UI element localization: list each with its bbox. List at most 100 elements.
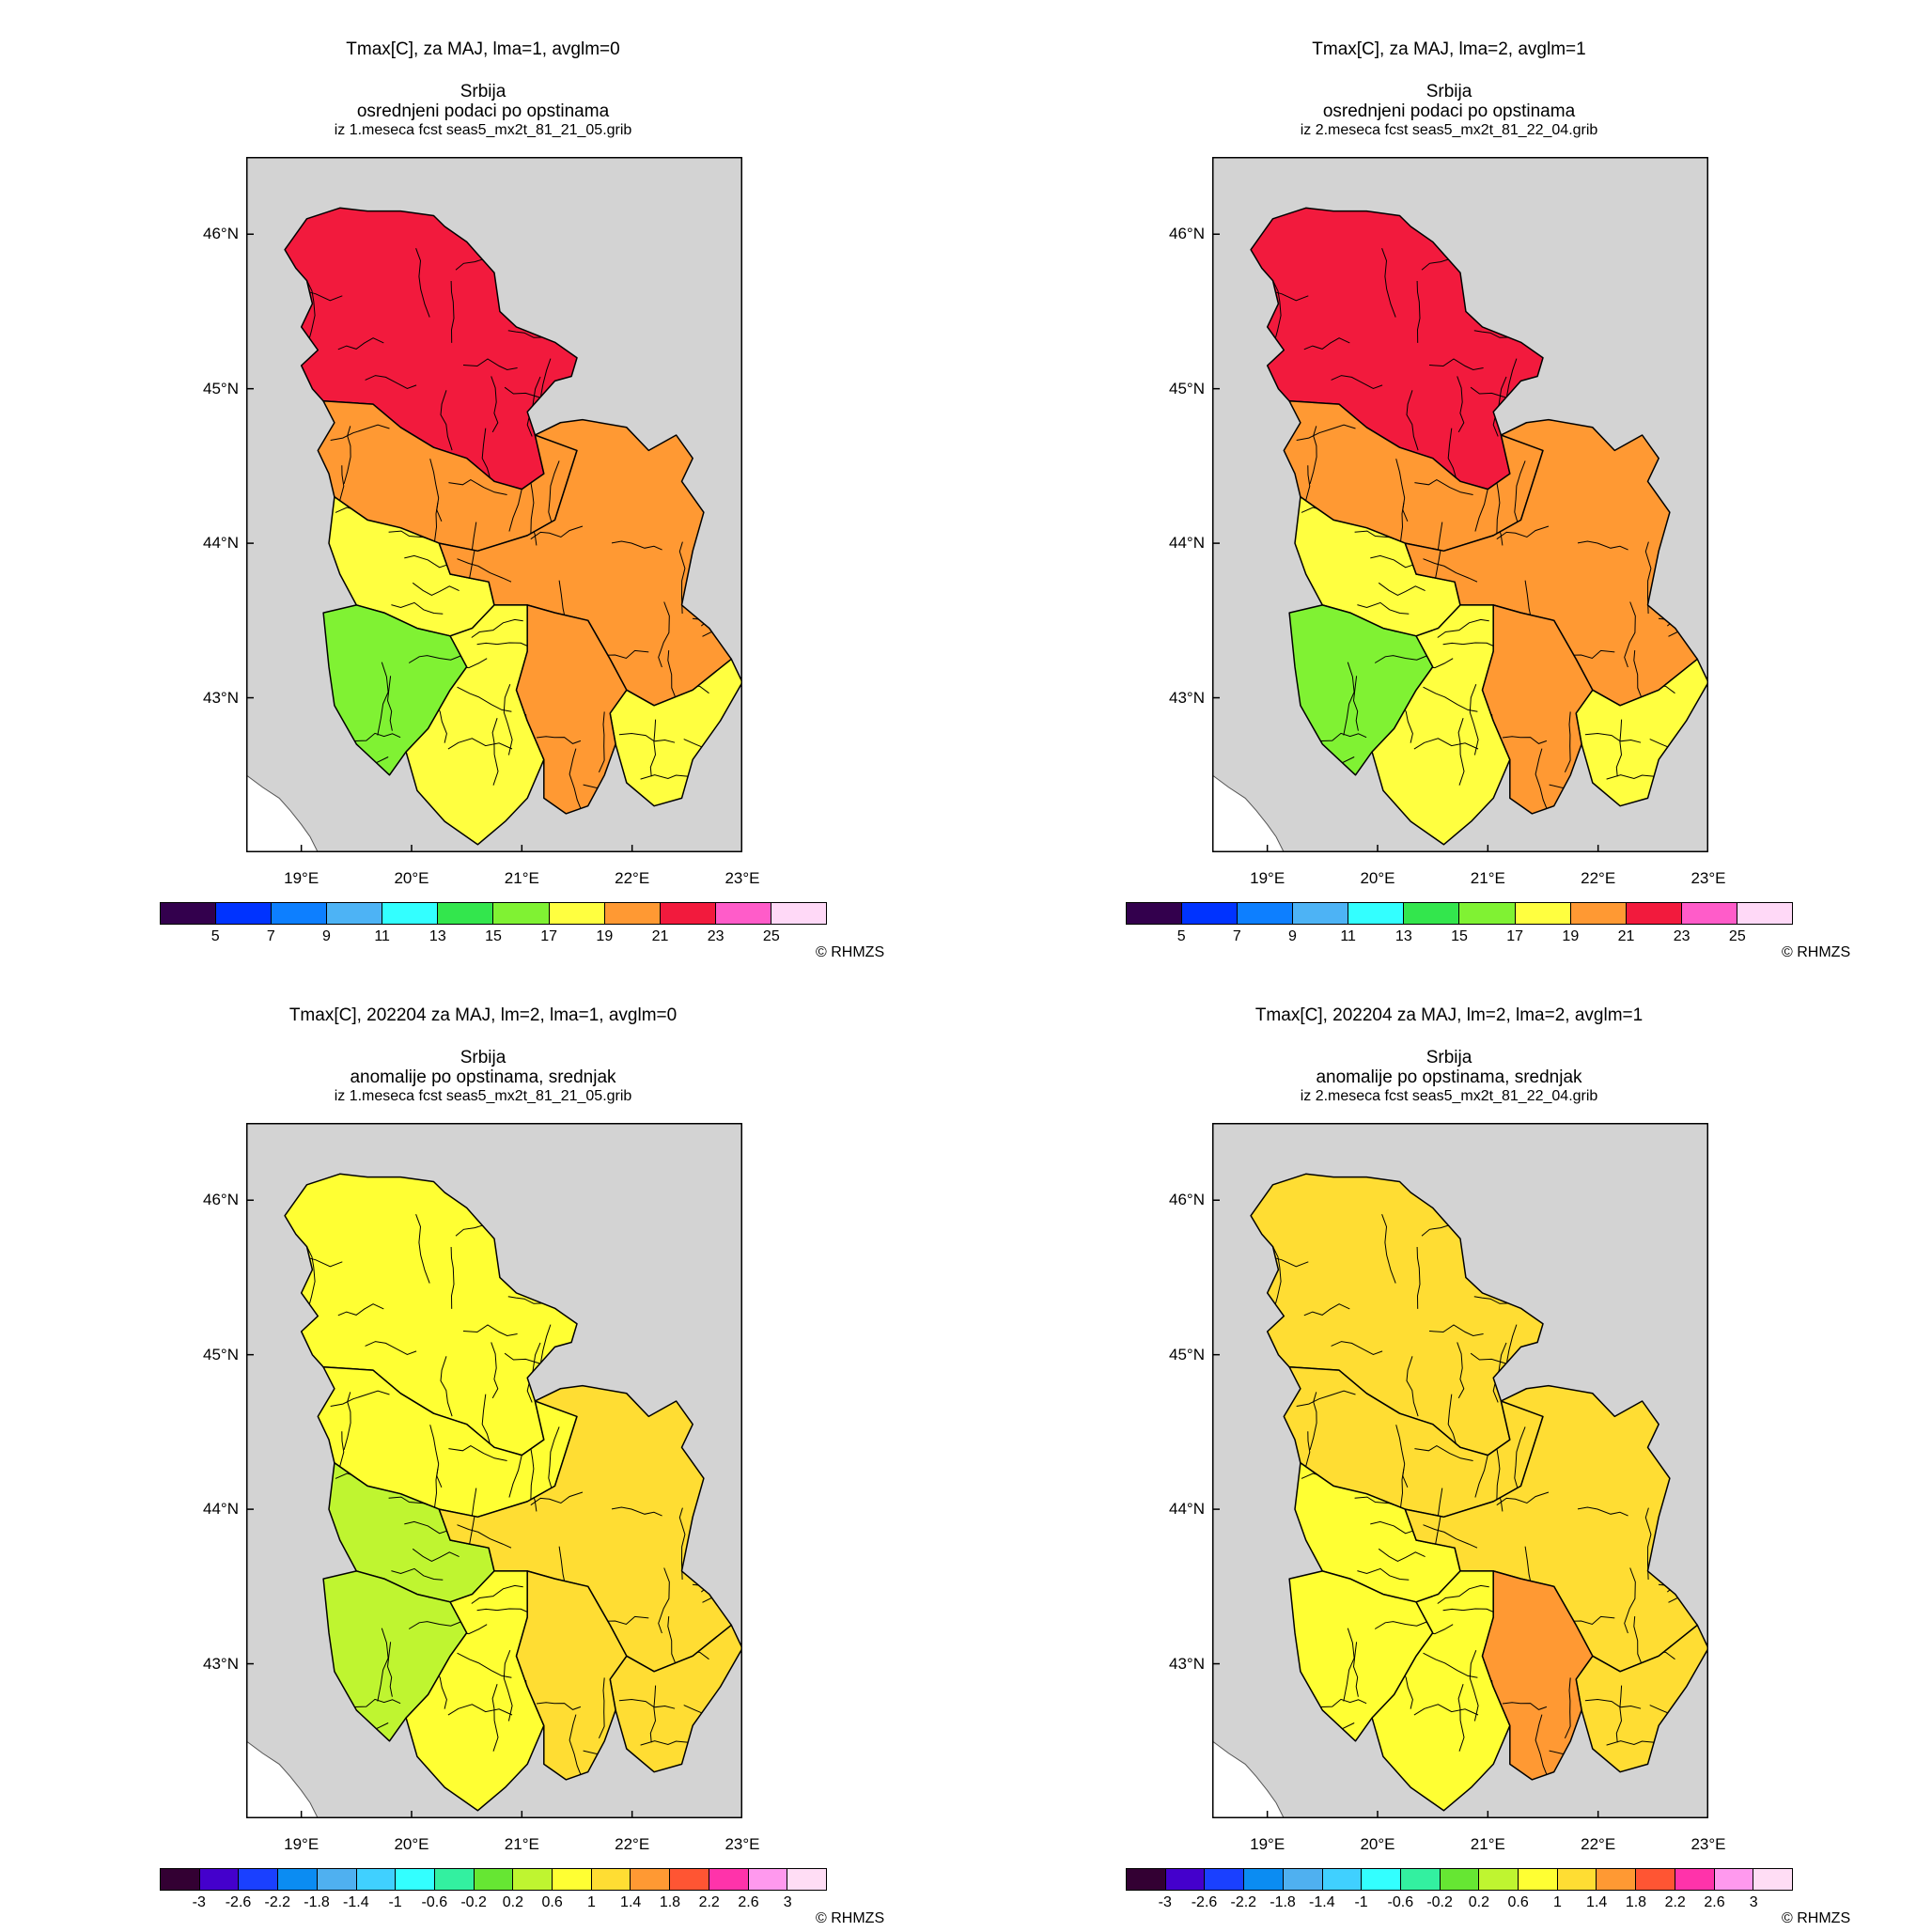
colorbar-swatch — [199, 1869, 240, 1890]
colorbar-swatch — [1127, 903, 1183, 924]
panel-subtitle-2: osrednjeni podaci po opstinama — [1322, 101, 1576, 121]
panel-title: Tmax[C], za MAJ, lma=1, avglm=0 — [346, 39, 620, 59]
lat-label: 45°N — [1169, 1345, 1205, 1363]
colorbar-label: -1.4 — [1309, 1894, 1335, 1910]
region-south — [1371, 604, 1511, 846]
colorbar-swatch — [709, 1869, 749, 1890]
colorbar-swatch — [1127, 1869, 1166, 1890]
colorbar-swatch — [161, 903, 217, 924]
credit-text: © RHMZS — [816, 944, 885, 960]
adriatic-sea — [246, 1740, 319, 1818]
colorbar-label: 21 — [651, 928, 669, 944]
colorbar-label: -1 — [1354, 1894, 1368, 1910]
colorbar-label: 23 — [1673, 928, 1690, 944]
colorbar-swatch — [1165, 1869, 1206, 1890]
lat-label: 43°N — [1169, 1654, 1205, 1673]
colorbar-label: 2.2 — [1664, 1894, 1686, 1910]
colorbar-swatch — [549, 903, 605, 924]
colorbar-label: 1 — [586, 1894, 596, 1910]
region-southcenter — [1481, 1570, 1594, 1781]
colorbar-swatch — [748, 1869, 788, 1890]
lon-label: 22°E — [615, 869, 650, 887]
map-area — [246, 157, 742, 852]
colorbar-label: 0.6 — [541, 1894, 563, 1910]
colorbar — [1126, 1868, 1793, 1891]
colorbar-label: -0.2 — [1426, 1894, 1453, 1910]
colorbar-label: -1 — [388, 1894, 402, 1910]
panel-subtitle: Srbija — [460, 1048, 506, 1067]
serbia-map — [1212, 157, 1708, 852]
colorbar-label: 19 — [1562, 928, 1580, 944]
adriatic-sea — [1212, 774, 1285, 852]
colorbar-label: 1 — [1552, 1894, 1562, 1910]
colorbar — [160, 902, 827, 925]
serbia-map — [1212, 1123, 1708, 1818]
colorbar-label: 3 — [1749, 1894, 1758, 1910]
colorbar-swatch — [670, 1869, 709, 1890]
map-area — [246, 1123, 742, 1818]
lon-label: 21°E — [1470, 1835, 1505, 1853]
lat-label: 44°N — [1169, 1500, 1205, 1519]
map-frame — [246, 157, 742, 852]
panel-title: Tmax[C], 202204 za MAJ, lm=2, lma=2, avg… — [1254, 1005, 1644, 1025]
lat-label: 46°N — [1169, 1191, 1205, 1209]
colorbar-swatch — [787, 1869, 826, 1890]
adriatic-sea — [246, 774, 319, 852]
lat-label: 45°N — [203, 1345, 239, 1363]
lon-label: 21°E — [1470, 869, 1505, 887]
region-southcenter — [515, 1570, 628, 1781]
colorbar-swatch — [1400, 1869, 1441, 1890]
lon-label: 19°E — [284, 1835, 319, 1853]
map-frame — [1212, 1123, 1708, 1818]
municipality-borders — [1296, 1390, 1526, 1518]
colorbar-label: 17 — [540, 928, 558, 944]
lat-label: 43°N — [203, 1654, 239, 1673]
colorbar-label: 2.2 — [698, 1894, 720, 1910]
region-south — [405, 1570, 545, 1812]
colorbar-label: 7 — [1232, 928, 1241, 944]
colorbar-label: -1.4 — [343, 1894, 369, 1910]
colorbar-swatch — [1440, 1869, 1480, 1890]
panel-subtitle-3: iz 1.meseca fcst seas5_mx2t_81_21_05.gri… — [334, 122, 632, 138]
colorbar-swatch — [1479, 1869, 1519, 1890]
colorbar-swatch — [1362, 1869, 1401, 1890]
colorbar-swatch — [591, 1869, 631, 1890]
colorbar-swatch — [438, 903, 494, 924]
colorbar-swatch — [434, 1869, 475, 1890]
lat-label: 44°N — [203, 1500, 239, 1519]
lon-label: 20°E — [394, 869, 429, 887]
lon-label: 23°E — [1690, 869, 1726, 887]
lon-label: 19°E — [284, 869, 319, 887]
lat-label: 44°N — [1169, 534, 1205, 553]
colorbar-label: 25 — [762, 928, 780, 944]
colorbar-label: 0.6 — [1507, 1894, 1529, 1910]
colorbar-label: -0.6 — [421, 1894, 448, 1910]
colorbar-swatch — [1182, 903, 1239, 924]
colorbar-swatch — [1597, 1869, 1637, 1890]
colorbar-swatch — [660, 903, 716, 924]
colorbar-label: 5 — [1176, 928, 1186, 944]
serbia-map — [246, 157, 742, 852]
map-area — [1212, 157, 1708, 852]
colorbar-swatch — [1519, 1869, 1558, 1890]
colorbar-label: 9 — [322, 928, 331, 944]
colorbar-swatch — [317, 1869, 357, 1890]
lon-label: 22°E — [1581, 1835, 1616, 1853]
colorbar — [160, 1868, 827, 1891]
lat-label: 45°N — [203, 379, 239, 397]
colorbar-label: 17 — [1506, 928, 1524, 944]
colorbar-swatch — [272, 903, 328, 924]
region-south — [405, 604, 545, 846]
lat-label: 46°N — [203, 225, 239, 243]
lon-label: 22°E — [1581, 869, 1616, 887]
panel-title: Tmax[C], 202204 za MAJ, lm=2, lma=1, avg… — [288, 1005, 678, 1025]
map-panel-2: Tmax[C], za MAJ, lma=2, avglm=1 Srbija osr… — [966, 0, 1932, 966]
region-south — [1371, 1570, 1511, 1812]
colorbar-swatch — [1681, 903, 1737, 924]
colorbar-swatch — [1283, 1869, 1323, 1890]
colorbar-swatch — [382, 903, 439, 924]
region-southcenter — [1481, 604, 1594, 815]
colorbar-swatch — [474, 1869, 514, 1890]
lon-label: 20°E — [1360, 869, 1395, 887]
panel-subtitle-2: anomalije po opstinama, srednjak — [1316, 1067, 1582, 1087]
